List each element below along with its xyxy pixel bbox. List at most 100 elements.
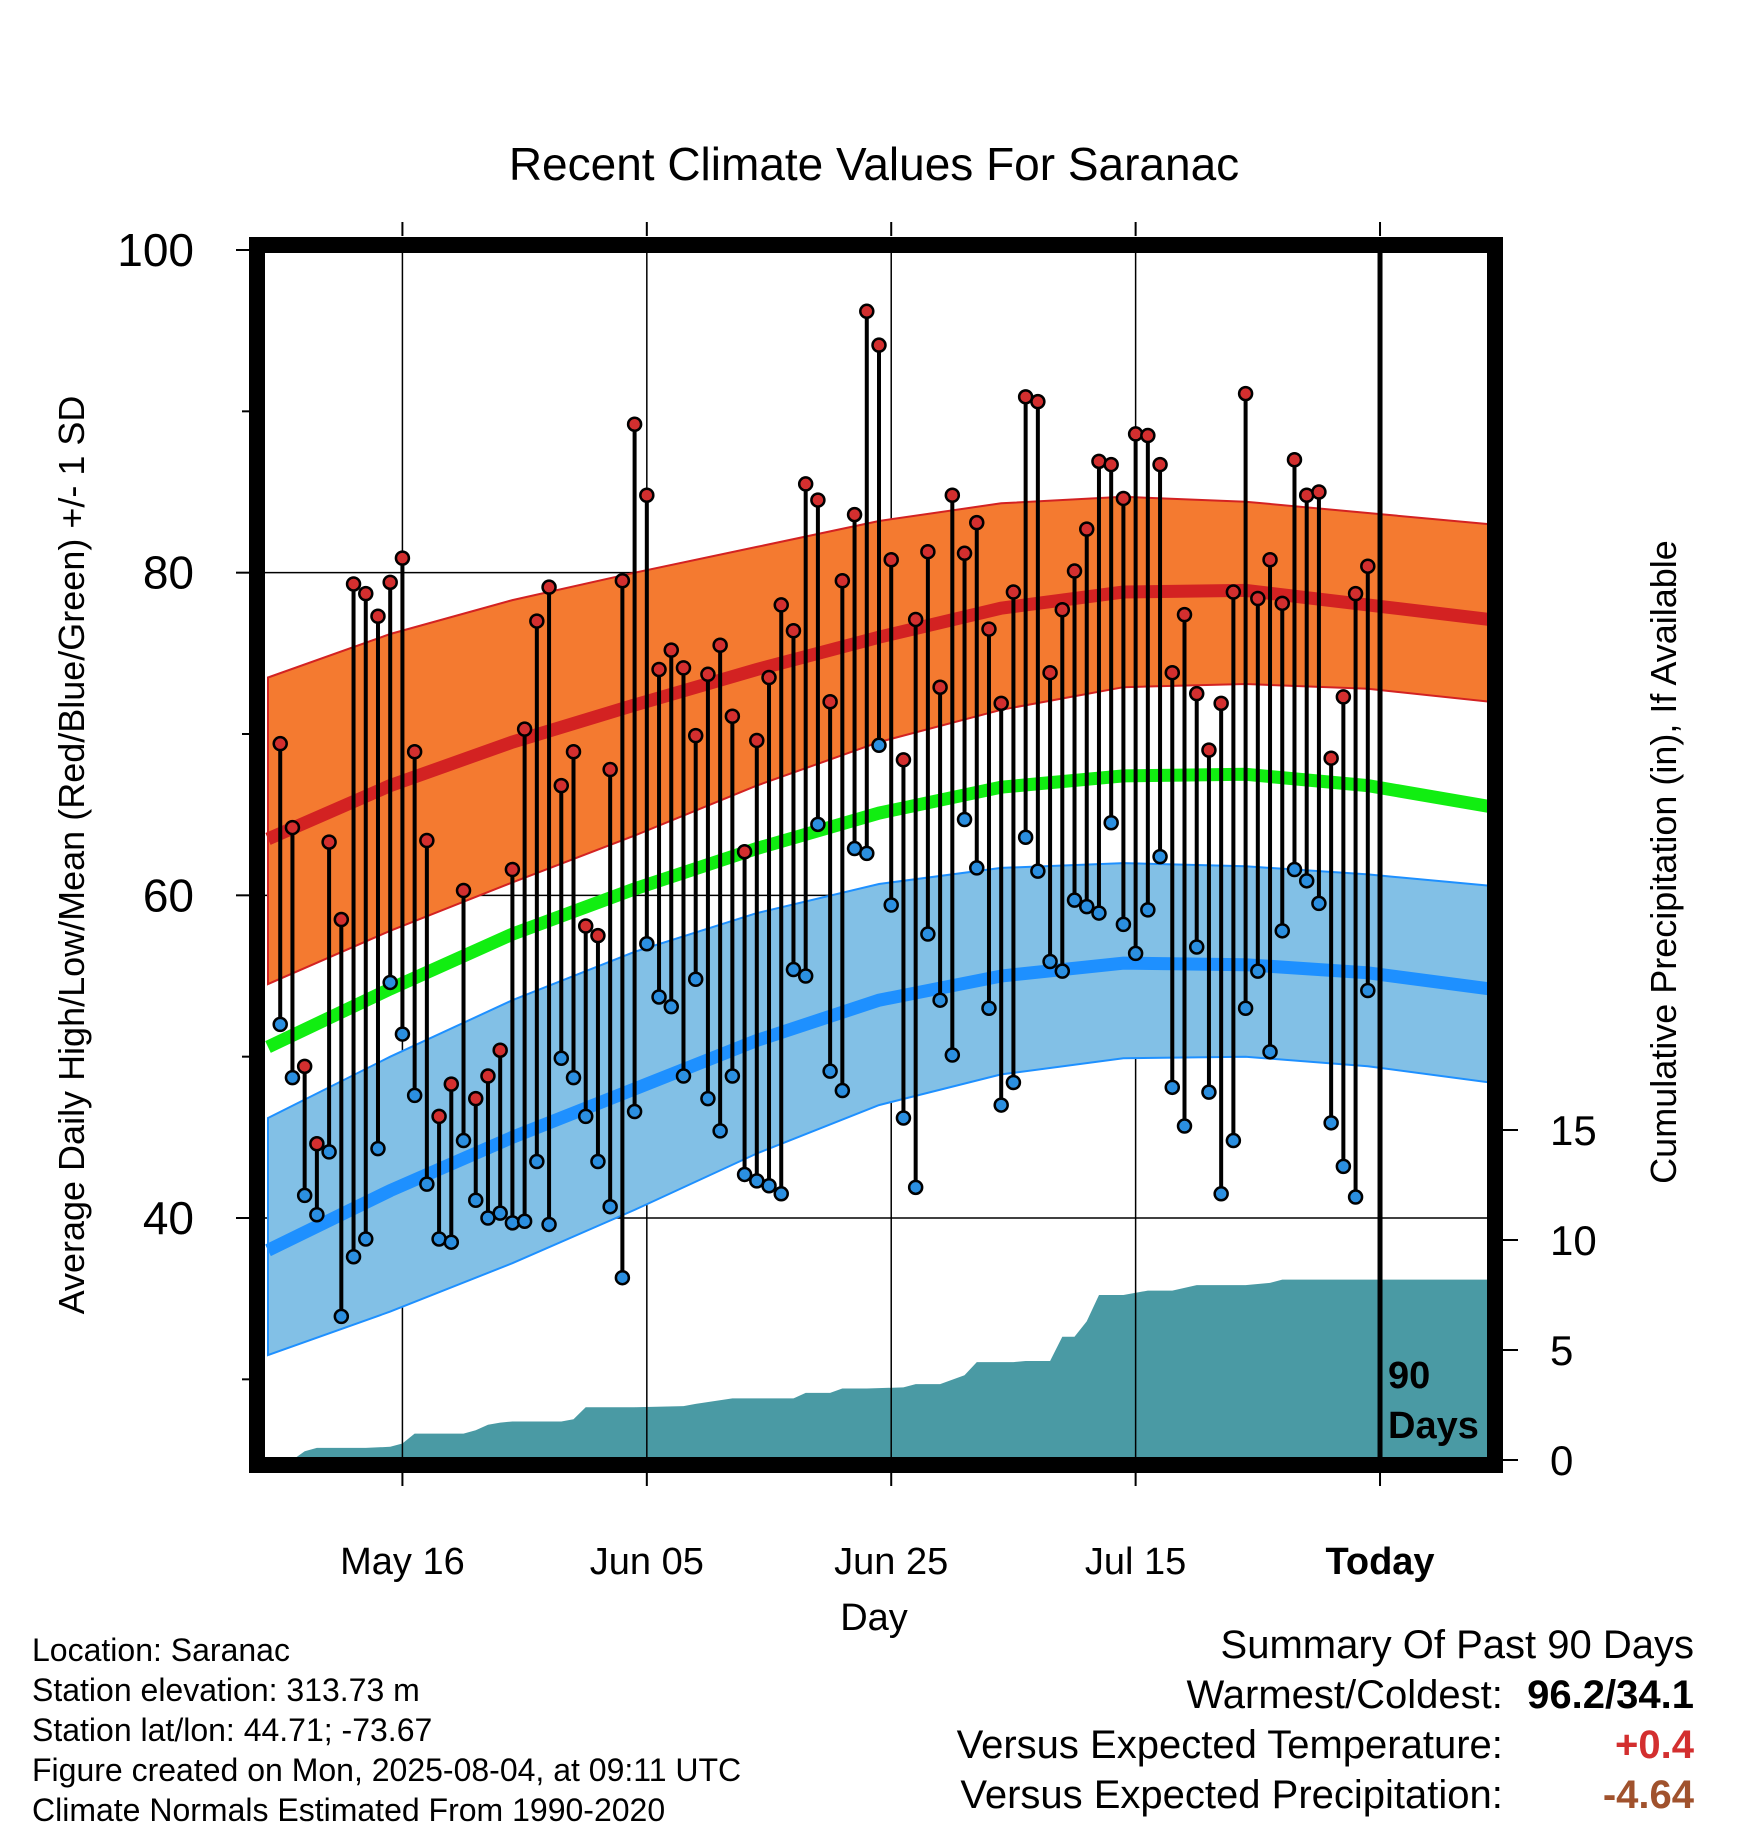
daily-low-point	[1311, 895, 1327, 912]
daily-high-point	[1188, 685, 1205, 702]
daily-high-point	[834, 572, 851, 589]
daily-low-point	[1152, 848, 1168, 865]
y-axis-label: Average Daily High/Low/Mean (Red/Blue/Gr…	[51, 396, 92, 1315]
daily-low-point	[1323, 1115, 1339, 1131]
daily-high-point	[932, 679, 948, 695]
daily-high-point	[1042, 664, 1058, 681]
daily-low-point	[675, 1068, 692, 1084]
daily-low-point	[382, 974, 398, 991]
daily-low-point	[553, 1050, 570, 1067]
daily-low-point	[773, 1186, 789, 1202]
daily-high-point	[785, 622, 802, 639]
daily-low-point	[590, 1153, 606, 1170]
daily-low-point	[956, 811, 973, 828]
daily-low-point	[736, 1166, 753, 1183]
daily-high-point	[761, 669, 777, 686]
x-tick-label: Today	[1325, 1541, 1434, 1583]
daily-high-point	[590, 927, 606, 944]
normal-low-line	[265, 956, 1490, 1257]
daily-low-point	[443, 1234, 460, 1250]
daily-low-point	[883, 897, 899, 913]
daily-low-point	[504, 1215, 521, 1231]
daily-low-point	[431, 1231, 447, 1247]
today-days-label-unit: Days	[1388, 1405, 1479, 1447]
daily-low-point	[1017, 829, 1034, 846]
daily-high-point	[883, 552, 899, 568]
daily-high-point	[1091, 453, 1107, 470]
daily-high-point	[358, 585, 374, 602]
daily-high-point	[1176, 606, 1193, 623]
daily-high-point	[1237, 385, 1254, 402]
daily-low-point	[822, 1063, 838, 1079]
daily-low-point	[492, 1205, 508, 1221]
summary-title: Summary Of Past 90 Days	[1220, 1623, 1694, 1667]
daily-high-point	[345, 576, 362, 592]
y-tick-label: 80	[143, 547, 194, 599]
daily-high-point	[1030, 393, 1046, 410]
daily-high-point	[846, 506, 863, 523]
daily-low-point	[1250, 963, 1266, 979]
daily-low-point	[345, 1248, 362, 1265]
temp-label: Versus Expected Temperature:	[956, 1723, 1503, 1767]
daily-low-point	[1164, 1079, 1181, 1096]
daily-dots	[272, 303, 1376, 1325]
daily-low-point	[565, 1069, 582, 1086]
daily-high-point	[602, 761, 618, 778]
daily-low-point	[944, 1047, 961, 1063]
daily-low-point	[1237, 1000, 1254, 1017]
daily-low-point	[602, 1198, 618, 1215]
daily-low-point	[529, 1153, 545, 1170]
daily-high-point	[736, 844, 753, 860]
plot-frame	[249, 237, 1503, 1473]
daily-high-point	[1213, 695, 1229, 712]
daily-high-point	[1066, 563, 1083, 579]
daily-low-point	[1005, 1074, 1022, 1091]
daily-high-point	[1078, 521, 1095, 537]
daily-low-point	[1213, 1186, 1229, 1202]
daily-high-point	[480, 1068, 496, 1084]
daily-high-point	[969, 514, 985, 531]
daily-high-point	[871, 337, 887, 353]
daily-low-point	[1066, 892, 1083, 908]
daily-low-point	[639, 935, 655, 952]
elevation-text: Station elevation: 313.73 m	[32, 1672, 420, 1708]
y2-tick-label: 10	[1550, 1217, 1597, 1264]
daily-low-point	[419, 1176, 435, 1192]
daily-low-point	[333, 1308, 350, 1325]
daily-low-point	[1127, 945, 1144, 962]
daily-high-point	[443, 1076, 460, 1092]
precip-label: Versus Expected Precipitation:	[960, 1773, 1503, 1817]
daily-high-point	[749, 732, 765, 749]
daily-high-point	[1152, 456, 1168, 473]
daily-high-point	[1347, 585, 1364, 602]
daily-low-point	[1030, 863, 1046, 879]
daily-low-point	[358, 1231, 374, 1247]
daily-high-point	[1103, 456, 1119, 473]
daily-high-point	[529, 613, 545, 629]
daily-high-point	[626, 416, 643, 432]
normal-mean-line	[265, 767, 1490, 1053]
daily-high-point	[700, 666, 716, 683]
daily-high-point	[822, 693, 838, 710]
daily-high-point	[907, 611, 924, 628]
normals-text: Climate Normals Estimated From 1990-2020	[32, 1792, 666, 1828]
daily-low-point	[1078, 898, 1095, 915]
daily-high-point	[1201, 742, 1217, 758]
daily-low-point	[626, 1103, 643, 1120]
temp-value: +0.4	[1615, 1723, 1694, 1767]
daily-high-point	[712, 637, 728, 654]
daily-range-stems	[278, 311, 1370, 1317]
daily-low-point	[993, 1097, 1009, 1113]
today-days-label: 90	[1388, 1355, 1430, 1397]
daily-low-point	[920, 926, 936, 942]
daily-high-point	[541, 579, 557, 595]
daily-high-point	[272, 735, 288, 752]
daily-high-point	[1262, 552, 1278, 568]
y-tick-label: 60	[143, 869, 194, 921]
daily-high-point	[724, 708, 741, 725]
daily-low-point	[712, 1123, 728, 1139]
station-info: Location: Saranac Station elevation: 313…	[32, 1630, 741, 1830]
cumulative-precip-area	[268, 1279, 1490, 1460]
daily-high-point	[1115, 490, 1132, 507]
daily-low-point	[296, 1187, 313, 1204]
